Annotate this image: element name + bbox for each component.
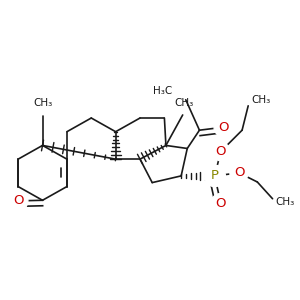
Circle shape bbox=[230, 164, 248, 182]
Circle shape bbox=[214, 117, 234, 137]
Circle shape bbox=[204, 165, 225, 187]
Text: CH₃: CH₃ bbox=[33, 98, 52, 108]
Text: O: O bbox=[13, 194, 23, 207]
Text: H₃C: H₃C bbox=[153, 85, 172, 96]
Text: O: O bbox=[215, 145, 226, 158]
Circle shape bbox=[211, 194, 230, 213]
Circle shape bbox=[212, 142, 230, 161]
Text: O: O bbox=[234, 167, 244, 179]
Text: P: P bbox=[211, 169, 219, 182]
Text: CH₃: CH₃ bbox=[251, 95, 271, 105]
Text: O: O bbox=[215, 197, 226, 210]
Text: O: O bbox=[219, 121, 229, 134]
Text: CH₃: CH₃ bbox=[175, 98, 194, 108]
Circle shape bbox=[8, 191, 28, 211]
Text: CH₃: CH₃ bbox=[276, 197, 295, 207]
